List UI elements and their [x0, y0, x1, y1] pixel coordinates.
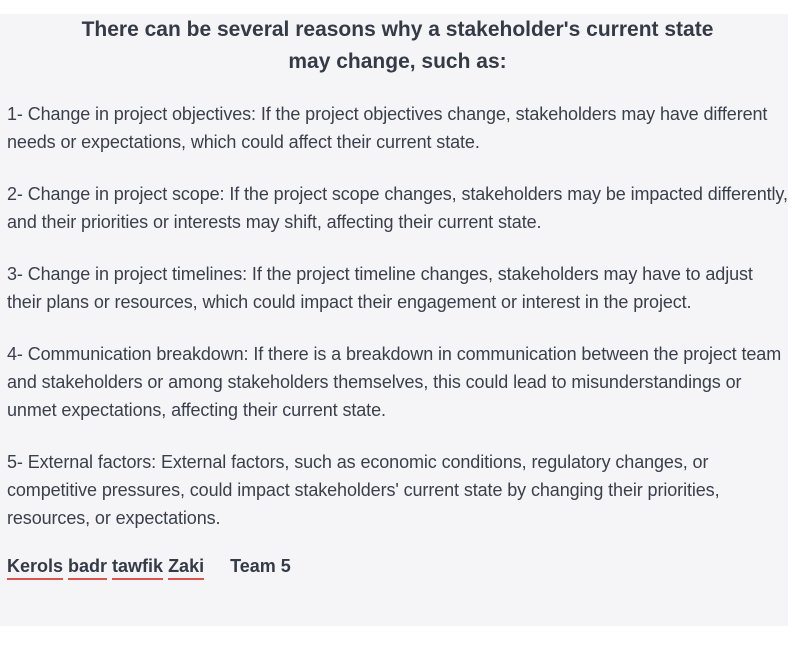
reason-item-1: 1- Change in project objectives: If the … — [7, 104, 768, 152]
reason-item-2: 2- Change in project scope: If the proje… — [7, 184, 788, 232]
title-line-2: may change, such as: — [288, 50, 507, 73]
author-name-second: badr — [68, 556, 108, 580]
page-title: There can be several reasons why a stake… — [7, 14, 788, 78]
author-name-fourth: Zaki — [168, 556, 205, 580]
message-card: There can be several reasons why a stake… — [0, 14, 788, 626]
author-name-first: Kerols — [7, 556, 64, 580]
author-name-third: tawfik — [112, 556, 164, 580]
title-line-1: There can be several reasons why a stake… — [81, 18, 714, 41]
signature: Kerols badr tawfik Zaki Team 5 — [7, 556, 788, 580]
reason-item-5: 5- External factors: External factors, s… — [7, 452, 720, 528]
reason-item-4: 4- Communication breakdown: If there is … — [7, 344, 782, 420]
reasons-list: 1- Change in project objectives: If the … — [7, 100, 788, 532]
team-label: Team 5 — [230, 556, 291, 576]
reason-item-3: 3- Change in project timelines: If the p… — [7, 264, 753, 312]
